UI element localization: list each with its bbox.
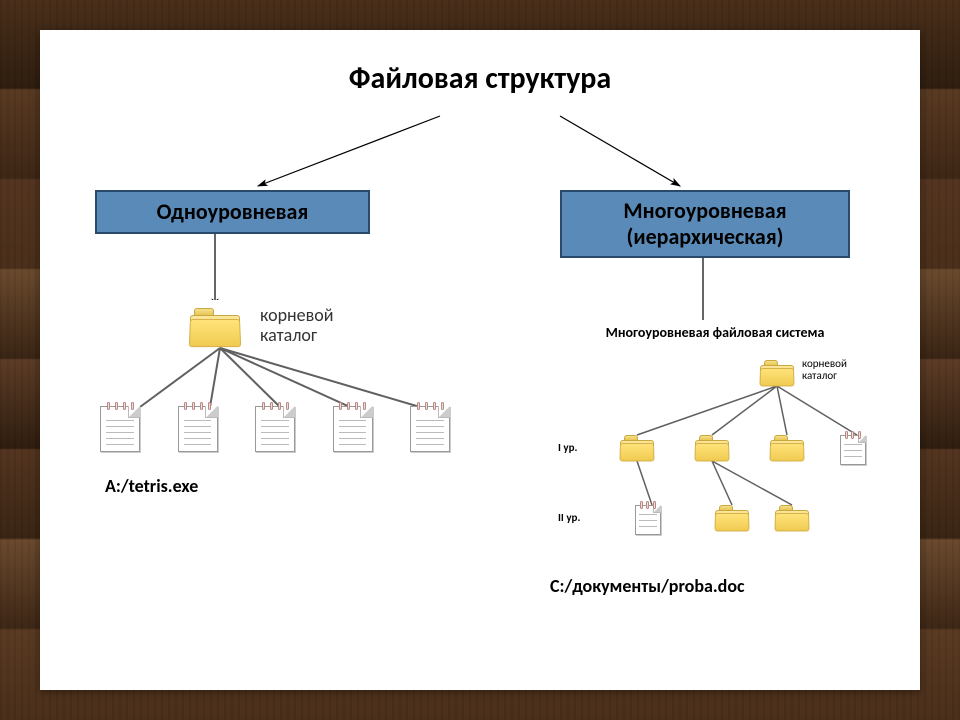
slide-title: Файловая структура	[40, 60, 920, 97]
type-label-single: Одноуровневая	[157, 199, 309, 225]
file-icon	[635, 505, 661, 535]
folder-icon	[760, 360, 794, 386]
level1-label: I ур.	[558, 441, 577, 454]
folder-icon	[620, 435, 654, 461]
multi-root-label: корневойкаталог	[802, 358, 847, 381]
folder-icon	[770, 435, 804, 461]
folder-icon	[770, 435, 804, 461]
file-icon	[333, 406, 373, 452]
file-icon	[635, 505, 661, 535]
folder-icon	[715, 505, 749, 531]
multi-caption: C:/документы/proba.doc	[550, 575, 745, 597]
single-level-diagram: корневойкаталог	[90, 300, 460, 460]
file-icon	[178, 406, 218, 452]
type-box-multi: Многоуровневая(иерархическая)	[560, 190, 850, 258]
single-caption: A:/tetris.exe	[105, 475, 198, 497]
folder-icon	[695, 435, 729, 461]
multi-level-diagram: Многоуровневая файловая система корневой…	[540, 320, 890, 555]
file-icon	[840, 435, 866, 465]
root-folder-icon	[760, 360, 794, 386]
slide: Файловая структура Одноуровневая Многоур…	[40, 30, 920, 690]
root-folder-label: корневойкаталог	[260, 306, 333, 346]
file-icon	[410, 406, 450, 452]
file-icon	[840, 435, 866, 465]
folder-icon	[715, 505, 749, 531]
folder-icon	[620, 435, 654, 461]
folder-icon	[695, 435, 729, 461]
file-icon	[255, 406, 295, 452]
root-folder-icon	[190, 308, 240, 346]
level2-label: II ур.	[558, 511, 580, 524]
file-icon	[100, 406, 140, 452]
folder-icon	[775, 505, 809, 531]
folder-icon	[775, 505, 809, 531]
single-files-row	[100, 406, 450, 452]
type-box-single: Одноуровневая	[95, 190, 370, 234]
type-label-multi: Многоуровневая(иерархическая)	[623, 198, 786, 251]
